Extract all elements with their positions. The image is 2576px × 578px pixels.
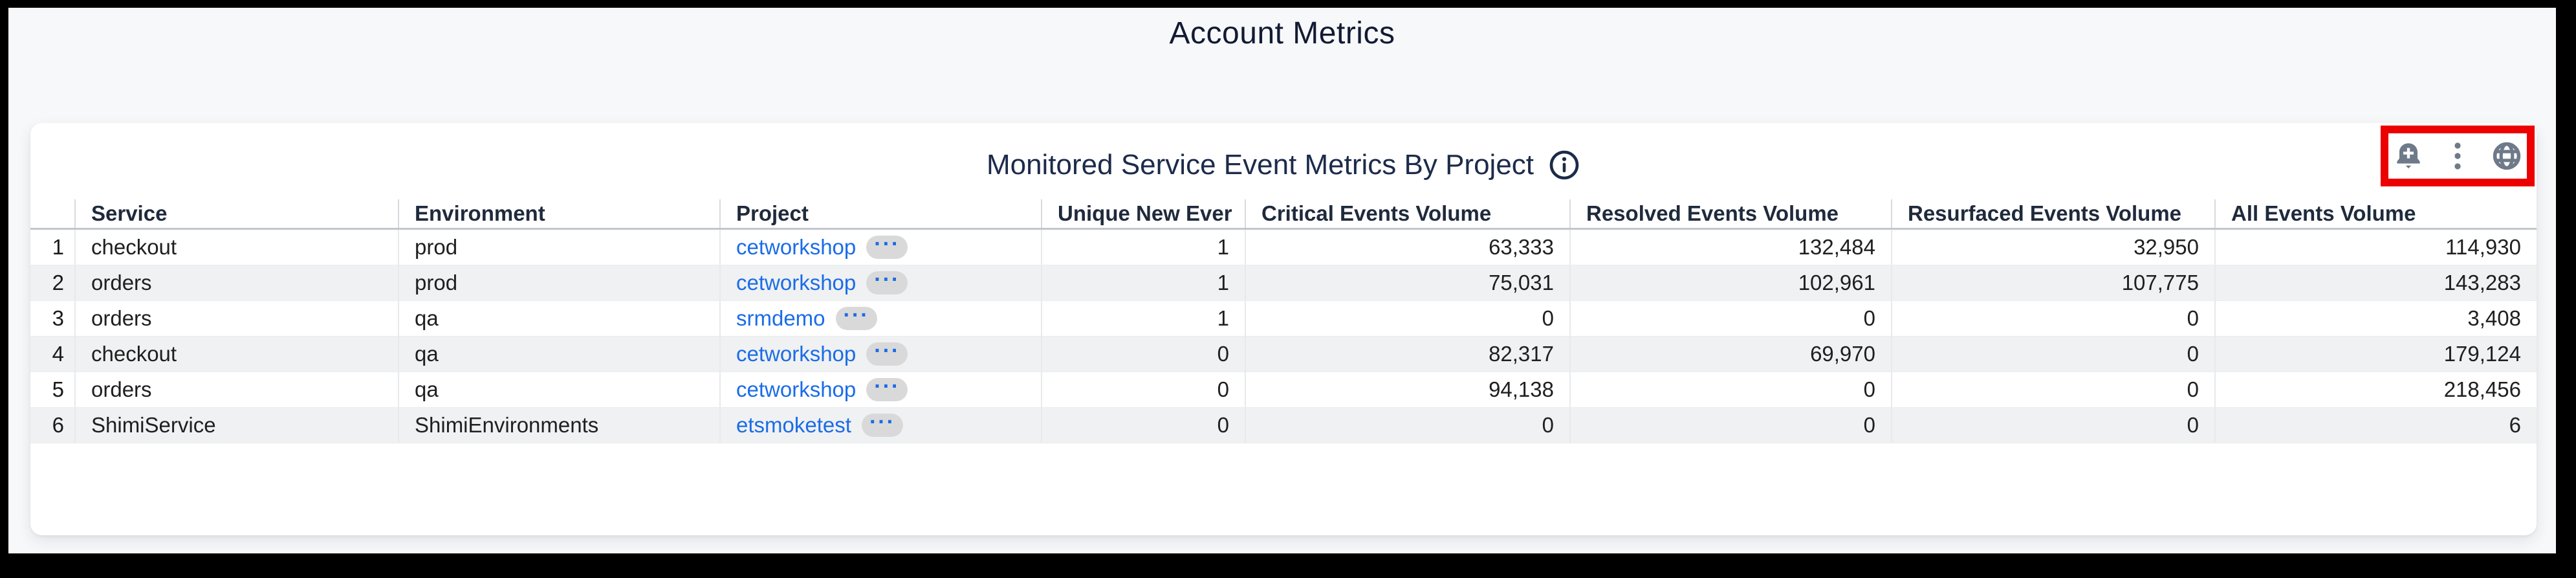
cell-resolved: 0 (1569, 301, 1891, 336)
cell-unique: 1 (1041, 265, 1245, 300)
cell-project: cetworkshop ··· (719, 372, 1041, 407)
cell-environment: prod (398, 230, 719, 265)
cell-num: 5 (52, 377, 64, 401)
cell-project: cetworkshop ··· (719, 337, 1041, 372)
table-row: 4 checkout qa cetworkshop ··· 0 82,317 69,970 0 1… (30, 337, 2537, 372)
column-header-all[interactable]: All Events Volume (2214, 199, 2537, 228)
cell-resurfaced: 0 (1891, 337, 2214, 372)
cell-service: orders (74, 301, 398, 336)
cell-num: 6 (52, 413, 64, 437)
project-link[interactable]: cetworkshop (736, 377, 857, 401)
cell-resurfaced: 0 (1891, 301, 2214, 336)
cell-service: checkout (74, 337, 398, 372)
cell-critical: 0 (1245, 301, 1569, 336)
table-row: 5 orders qa cetworkshop ··· 0 94,138 0 0 218,456 (30, 372, 2537, 408)
panel-header: Monitored Service Event Metrics By Proje… (30, 142, 2537, 188)
cell-unique: 1 (1041, 230, 1245, 265)
cell-all: 218,456 (2214, 372, 2537, 407)
cell-service: ShimiService (74, 408, 398, 443)
cell-all: 143,283 (2214, 265, 2537, 300)
project-ellipsis-badge[interactable]: ··· (866, 375, 908, 401)
cell-all: 3,408 (2214, 301, 2537, 336)
cell-resolved: 69,970 (1569, 337, 1891, 372)
panel-card: Monitored Service Event Metrics By Proje… (30, 123, 2537, 535)
project-link[interactable]: cetworkshop (736, 235, 857, 259)
cell-critical: 0 (1245, 408, 1569, 443)
cell-environment: prod (398, 265, 719, 300)
column-header-environment[interactable]: Environment (398, 199, 719, 228)
cell-environment: ShimiEnvironments (398, 408, 719, 443)
cell-num: 3 (52, 306, 64, 330)
cell-service: orders (74, 372, 398, 407)
column-header-unique[interactable]: Unique New Ever (1041, 199, 1245, 228)
cell-all: 179,124 (2214, 337, 2537, 372)
info-icon[interactable] (1548, 149, 1580, 181)
cell-critical: 75,031 (1245, 265, 1569, 300)
cell-resolved: 102,961 (1569, 265, 1891, 300)
project-ellipsis-badge[interactable]: ··· (866, 233, 908, 259)
cell-resolved: 0 (1569, 408, 1891, 443)
table-row: 3 orders qa srmdemo ··· 1 0 0 0 3,408 (30, 301, 2537, 337)
metrics-table: Service Environment Project Unique New Ever… (30, 199, 2537, 443)
cell-project: srmdemo ··· (719, 301, 1041, 336)
column-header-resurfaced[interactable]: Resurfaced Events Volume (1891, 199, 2214, 228)
cell-resolved: 132,484 (1569, 230, 1891, 265)
cell-resolved: 0 (1569, 372, 1891, 407)
cell-critical: 94,138 (1245, 372, 1569, 407)
cell-num: 1 (52, 235, 64, 259)
cell-resurfaced: 0 (1891, 408, 2214, 443)
kebab-menu-icon[interactable] (2451, 140, 2464, 172)
column-header-service[interactable]: Service (74, 199, 398, 228)
cell-resurfaced: 0 (1891, 372, 2214, 407)
cell-environment: qa (398, 337, 719, 372)
table-row: 6 ShimiService ShimiEnvironments etsmoketes… (30, 408, 2537, 443)
cell-environment: qa (398, 372, 719, 407)
cell-resurfaced: 32,950 (1891, 230, 2214, 265)
cell-unique: 0 (1041, 408, 1245, 443)
cell-environment: qa (398, 301, 719, 336)
cell-unique: 0 (1041, 337, 1245, 372)
cell-service: checkout (74, 230, 398, 265)
cell-project: cetworkshop ··· (719, 265, 1041, 300)
column-header-critical[interactable]: Critical Events Volume (1245, 199, 1569, 228)
cell-critical: 63,333 (1245, 230, 1569, 265)
cell-resurfaced: 107,775 (1891, 265, 2214, 300)
project-ellipsis-badge[interactable]: ··· (866, 340, 908, 366)
project-ellipsis-badge[interactable]: ··· (861, 411, 903, 437)
column-header-num[interactable] (30, 199, 74, 228)
column-header-project[interactable]: Project (719, 199, 1041, 228)
column-header-resolved[interactable]: Resolved Events Volume (1569, 199, 1891, 228)
table-header-row: Service Environment Project Unique New Ever… (30, 199, 2537, 230)
project-ellipsis-badge[interactable]: ··· (866, 269, 908, 295)
panel-title: Monitored Service Event Metrics By Proje… (986, 149, 1534, 181)
globe-icon[interactable] (2491, 140, 2522, 172)
table-body: 1 checkout prod cetworkshop ··· 1 63,333 132,48… (30, 230, 2537, 443)
cell-project: etsmoketest ··· (719, 408, 1041, 443)
cell-all: 6 (2214, 408, 2537, 443)
bell-plus-icon[interactable] (2393, 140, 2424, 172)
cell-unique: 1 (1041, 301, 1245, 336)
cell-critical: 82,317 (1245, 337, 1569, 372)
project-link[interactable]: etsmoketest (736, 413, 851, 437)
cell-num: 4 (52, 342, 64, 366)
annotation-highlight-box (2381, 126, 2535, 186)
table-row: 2 orders prod cetworkshop ··· 1 75,031 102,961 1… (30, 265, 2537, 301)
page-title: Account Metrics (1169, 16, 1395, 50)
cell-project: cetworkshop ··· (719, 230, 1041, 265)
dashboard-background: Account Metrics Monitored Service Event … (8, 8, 2556, 553)
cell-num: 2 (52, 271, 64, 295)
cell-service: orders (74, 265, 398, 300)
project-link[interactable]: cetworkshop (736, 271, 857, 295)
project-link[interactable]: srmdemo (736, 306, 825, 330)
cell-unique: 0 (1041, 372, 1245, 407)
project-ellipsis-badge[interactable]: ··· (835, 304, 877, 330)
table-row: 1 checkout prod cetworkshop ··· 1 63,333 132,48… (30, 230, 2537, 265)
project-link[interactable]: cetworkshop (736, 342, 857, 366)
cell-all: 114,930 (2214, 230, 2537, 265)
